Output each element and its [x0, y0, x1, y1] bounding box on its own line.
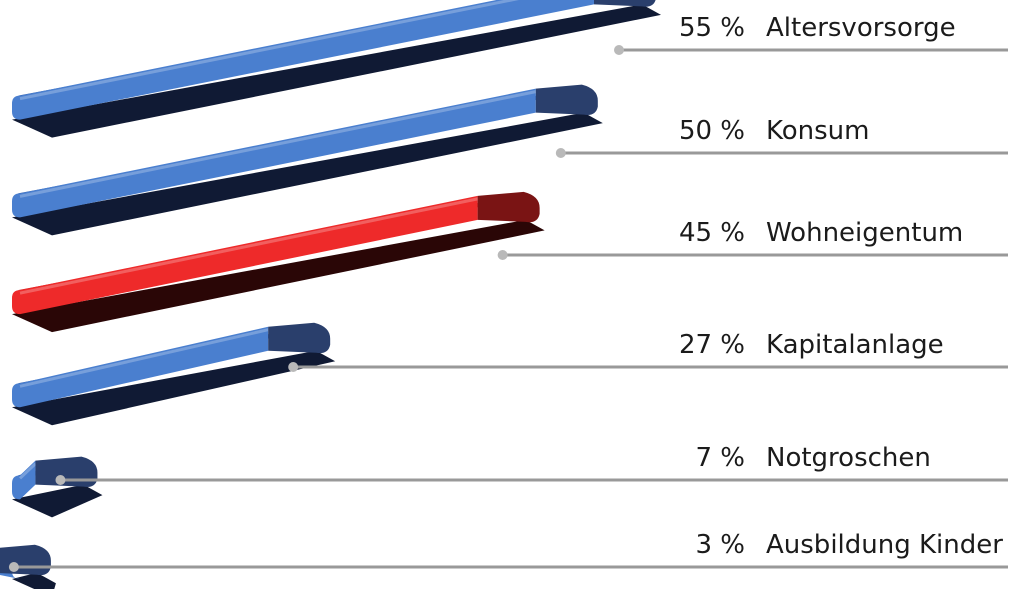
bar-end-cap [477, 191, 540, 223]
bars-layer [0, 0, 661, 589]
bar-shadow [12, 112, 603, 236]
bar-highlight [19, 197, 478, 295]
bar-wohneigentum [12, 191, 545, 333]
bar-front-face [12, 88, 536, 218]
value-label: 3 % [695, 530, 745, 560]
category-label: Wohneigentum [766, 218, 963, 248]
category-label: Altersvorsorge [766, 13, 956, 43]
value-label: 27 % [679, 330, 745, 360]
leader-dot [8, 562, 19, 572]
bar-end-cap [35, 456, 98, 488]
bar-front-face [12, 195, 478, 315]
leader-dot [55, 475, 66, 485]
bar-end-cap [594, 0, 656, 7]
bar-shadow [12, 484, 103, 518]
category-label: Kapitalanlage [766, 330, 944, 360]
leader-dot [288, 362, 299, 372]
bar-front-face [12, 460, 36, 500]
bar-highlight [19, 0, 519, 101]
bar-end-cap [268, 322, 331, 354]
bar-notgroschen [12, 456, 103, 518]
category-label: Notgroschen [766, 443, 931, 473]
bar-shadow [12, 219, 545, 333]
value-label: 45 % [679, 218, 745, 248]
bar-altersvorsorge [12, 0, 661, 138]
labels-layer: 55 % Altersvorsorge 50 % Konsum 45 % Wohneige… [679, 13, 1003, 560]
leader-dot [497, 250, 508, 260]
bar-shadow [12, 4, 661, 138]
category-label: Konsum [766, 116, 870, 146]
value-label: 55 % [679, 13, 745, 43]
bar-highlight [18, 462, 37, 480]
bar-highlight [19, 328, 269, 388]
bar-highlight [19, 90, 537, 198]
bar-shadow [12, 350, 336, 426]
category-label: Ausbildung Kinder [766, 530, 1003, 560]
leader-lines-layer [8, 45, 1008, 572]
bar-end-cap [535, 84, 598, 115]
value-label: 7 % [695, 443, 745, 473]
bar-front-face [12, 326, 269, 408]
leader-dot [614, 45, 624, 55]
leader-dot [555, 148, 566, 158]
value-label: 50 % [679, 116, 745, 146]
bar-kapitalanlage [12, 322, 336, 426]
bar-shadow [12, 572, 56, 589]
bar-konsum [12, 84, 603, 236]
bar-front-face [12, 0, 594, 120]
bar-end-cap [0, 544, 51, 576]
